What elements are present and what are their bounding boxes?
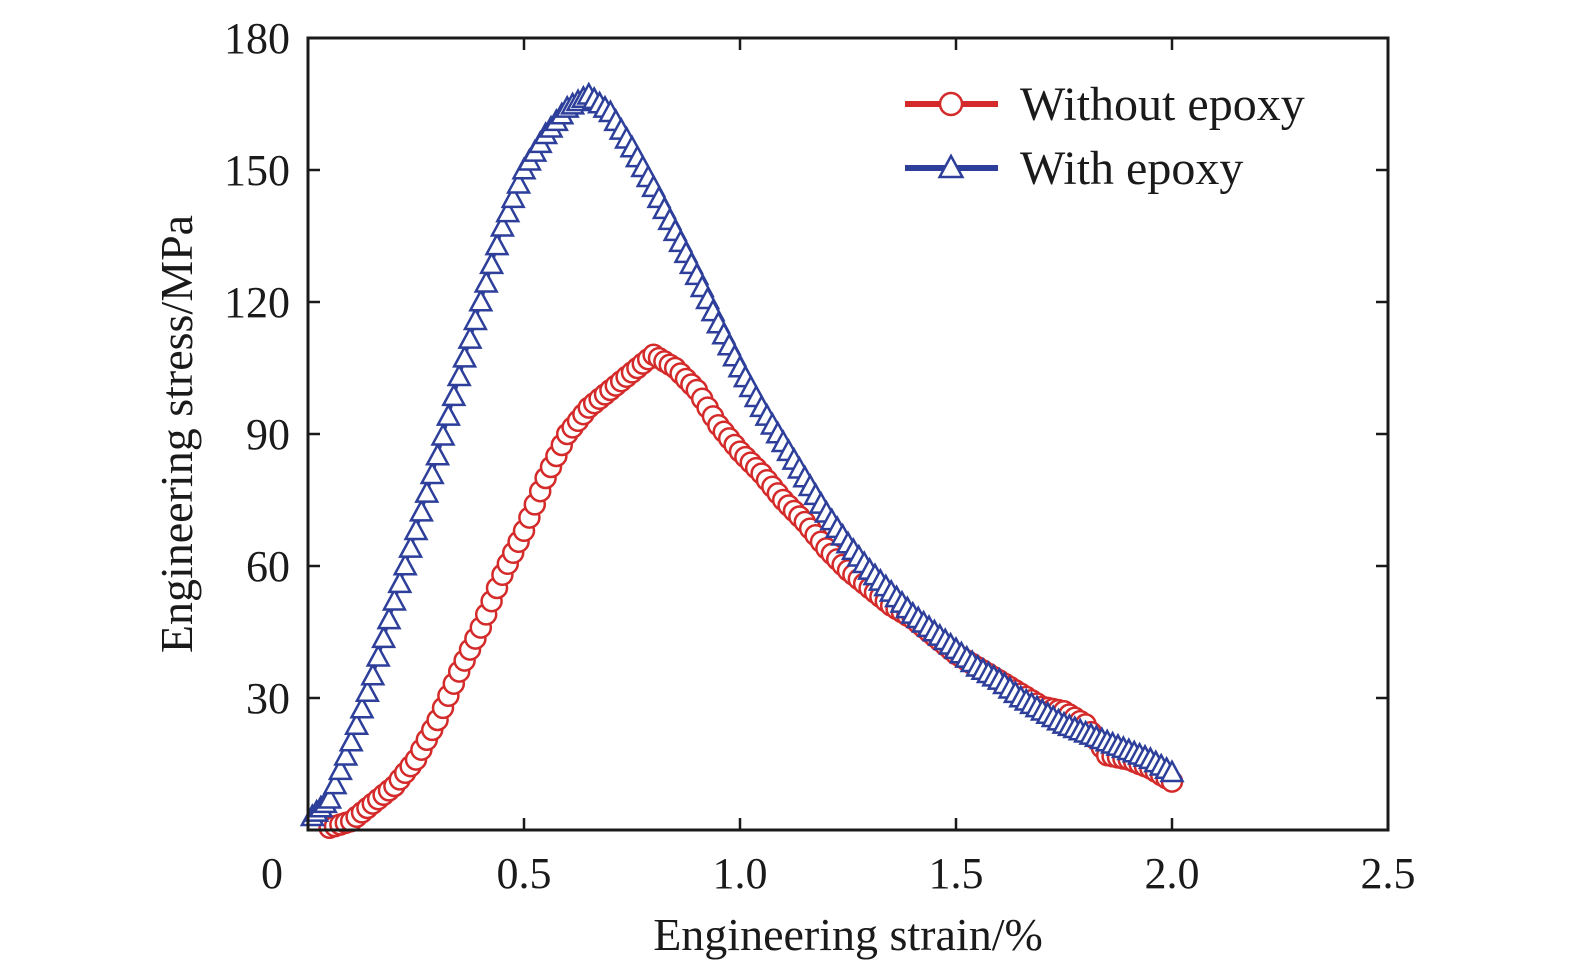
data-point [441,382,467,407]
data-point [495,199,521,223]
data-point [360,662,386,686]
legend-marker-triangle [937,153,965,179]
data-point [327,756,353,781]
data-point [419,461,445,485]
data-point [403,517,429,541]
data-point [381,587,407,611]
y-tick-label: 180 [224,14,290,63]
data-point [435,402,461,426]
data-point [479,250,505,275]
plot-layer [299,81,1185,840]
legend-item: Without epoxy [905,78,1305,131]
data-point [392,552,418,576]
data-point [322,771,348,795]
data-point [387,569,413,594]
data-point [371,624,397,649]
data-point [376,606,402,630]
data-point [365,643,391,667]
data-point [408,498,434,522]
y-tick-label: 150 [224,146,290,195]
series-1 [299,81,1185,827]
data-point [414,479,440,503]
data-point [468,288,494,312]
data-point [457,325,483,349]
data-point [425,442,451,466]
y-tick-label: 30 [246,674,290,723]
data-point [452,344,478,368]
data-point [338,728,364,752]
legend-label: Without epoxy [1020,78,1305,131]
x-tick-label: 0 [261,849,283,898]
x-tick-label: 1.5 [929,849,984,898]
data-point [500,184,526,209]
data-point [462,307,488,331]
legend-label: With epoxy [1020,142,1243,195]
x-tick-label: 1.0 [713,849,768,898]
legend: Without epoxy With epoxy [905,78,1305,195]
ticks-layer: 0 0.5 1.0 1.5 2.0 2.5 30 60 90 120 150 180 [224,14,1416,898]
data-point [317,785,343,809]
data-point [344,711,370,735]
legend-marker-circle [938,91,964,117]
y-tick-label: 90 [246,410,290,459]
data-point [333,742,359,766]
data-point [349,695,375,719]
y-tick-label: 60 [246,542,290,591]
data-point [484,232,510,256]
data-point [354,678,380,702]
x-tick-label: 0.5 [497,849,552,898]
y-axis-title: Engineering stress/MPa [151,215,202,653]
x-tick-label: 2.0 [1145,849,1200,898]
x-tick-label: 2.5 [1361,849,1416,898]
data-point [430,422,456,446]
data-point [489,213,515,237]
data-point [473,269,499,293]
y-tick-label: 120 [224,278,290,327]
data-point [398,534,424,558]
x-axis-title: Engineering strain/% [653,909,1043,960]
legend-item: With epoxy [905,142,1243,195]
data-point [446,363,472,387]
data-point [1159,759,1185,783]
data-point [506,170,532,194]
